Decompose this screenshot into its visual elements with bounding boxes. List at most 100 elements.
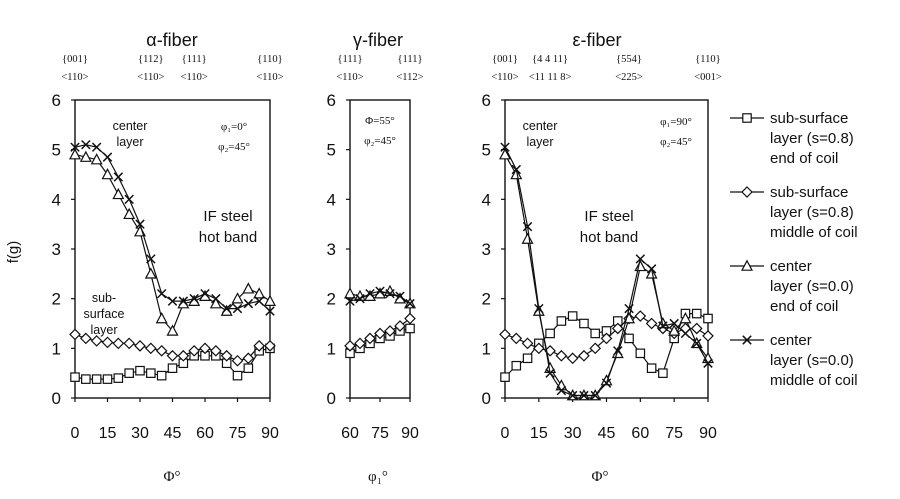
- data-point: [211, 293, 221, 304]
- data-point: [253, 340, 266, 352]
- marker-stroke: [113, 172, 124, 182]
- legend-marker: [741, 186, 753, 198]
- data-point: [167, 363, 178, 373]
- data-point: [510, 332, 523, 345]
- data-point: [146, 368, 156, 378]
- annotation: Φ=55°: [365, 115, 395, 127]
- marker-stroke: [624, 303, 634, 314]
- data-point: [344, 287, 356, 299]
- data-point: [81, 139, 91, 150]
- data-point: [680, 328, 691, 339]
- y-tick-label: 5: [482, 141, 491, 160]
- data-point: [691, 308, 702, 319]
- data-point: [221, 303, 232, 314]
- data-point: [232, 303, 243, 314]
- legend-label: layer (s=0.8): [770, 130, 854, 147]
- top-label-plane: {111}: [337, 54, 362, 65]
- panel-3: ε-fiber {001} <110> {4 4 11} <11 11 8> {554} <…: [482, 30, 722, 485]
- legend-item-diamond: sub-surface layer (s=0.8) middle of coil: [730, 184, 858, 241]
- data-point: [91, 142, 102, 152]
- series-cross: [345, 286, 415, 309]
- data-point: [624, 333, 634, 344]
- marker-stroke: [81, 139, 91, 150]
- marker-stroke: [385, 288, 395, 299]
- marker-stroke: [355, 293, 365, 304]
- data-point: [395, 291, 405, 301]
- data-point: [265, 306, 275, 316]
- data-point: [135, 219, 145, 229]
- legend-item-cross: center layer (s=0.0) middle of coil: [730, 332, 858, 389]
- marker-stroke: [232, 303, 243, 314]
- data-point: [545, 368, 555, 378]
- legend-label: center: [770, 258, 812, 275]
- data-point: [113, 373, 124, 383]
- top-label-direction: <11 11 8>: [529, 72, 572, 83]
- annotation: φ₂=45°: [660, 136, 692, 148]
- annotation: layer: [116, 135, 143, 149]
- data-point: [522, 353, 533, 364]
- top-label-direction: <225>: [615, 72, 643, 83]
- data-point: [532, 342, 545, 355]
- x-axis-label: Φ°: [592, 469, 609, 485]
- data-point: [567, 390, 578, 401]
- data-point: [209, 297, 222, 309]
- top-label-direction: <110>: [336, 72, 363, 83]
- marker-stroke: [579, 390, 589, 401]
- annotation: φ₂=45°: [364, 135, 396, 147]
- annotation: center: [523, 119, 558, 133]
- panel-2: γ-fiber {111} <110> {111} <112> 0 1 2 3 4 5 6 60 75 90…: [327, 30, 424, 485]
- data-point: [102, 152, 113, 162]
- marker-stroke: [500, 142, 510, 152]
- data-point: [70, 372, 80, 382]
- data-point: [253, 287, 266, 299]
- y-tick-label: 2: [327, 290, 336, 309]
- annotation: sub-: [92, 291, 116, 305]
- x-tick-label: 75: [371, 425, 389, 442]
- series-cross: [70, 139, 275, 316]
- data-point: [156, 288, 167, 299]
- data-point: [364, 332, 376, 345]
- data-point: [590, 390, 600, 401]
- marker-stroke: [405, 298, 415, 309]
- annotation: φ₁=0°: [221, 121, 247, 133]
- marker-stroke: [189, 293, 199, 304]
- data-point: [146, 254, 156, 264]
- data-point: [499, 328, 511, 341]
- data-point: [243, 363, 254, 373]
- data-point: [613, 346, 623, 356]
- data-point: [178, 296, 189, 306]
- marker-stroke: [703, 358, 713, 368]
- legend-label: center: [770, 332, 812, 349]
- top-label-plane: {554}: [616, 54, 642, 65]
- top-label-plane: {111}: [182, 54, 207, 65]
- marker-stroke: [135, 219, 145, 229]
- x-tick-label: 45: [164, 425, 182, 442]
- top-label-plane: {4 4 11}: [532, 54, 568, 65]
- marker-stroke: [156, 288, 167, 299]
- series-line: [504, 154, 709, 397]
- data-point: [394, 320, 406, 332]
- data-point: [354, 337, 366, 350]
- annotation: surface: [84, 307, 125, 321]
- annotation: hot band: [580, 229, 638, 246]
- data-point: [200, 288, 210, 299]
- data-point: [232, 370, 243, 381]
- x-axis-label: φ₁°: [368, 469, 388, 485]
- marker-stroke: [556, 385, 567, 396]
- data-point: [209, 344, 222, 357]
- x-tick-label: 60: [631, 425, 649, 442]
- x-tick-label: 90: [699, 425, 717, 442]
- data-point: [90, 335, 103, 347]
- marker-stroke: [265, 306, 275, 316]
- x-tick-label: 15: [530, 425, 548, 442]
- top-label-plane: {111}: [397, 54, 422, 65]
- data-point: [611, 322, 624, 335]
- y-tick-label: 0: [327, 389, 336, 408]
- annotation: φ₁=90°: [660, 116, 692, 128]
- chart-title: γ-fiber: [353, 30, 403, 50]
- x-tick-label: 60: [196, 425, 214, 442]
- data-point: [243, 298, 254, 309]
- x-tick-label: 30: [131, 425, 149, 442]
- marker-stroke: [375, 286, 385, 296]
